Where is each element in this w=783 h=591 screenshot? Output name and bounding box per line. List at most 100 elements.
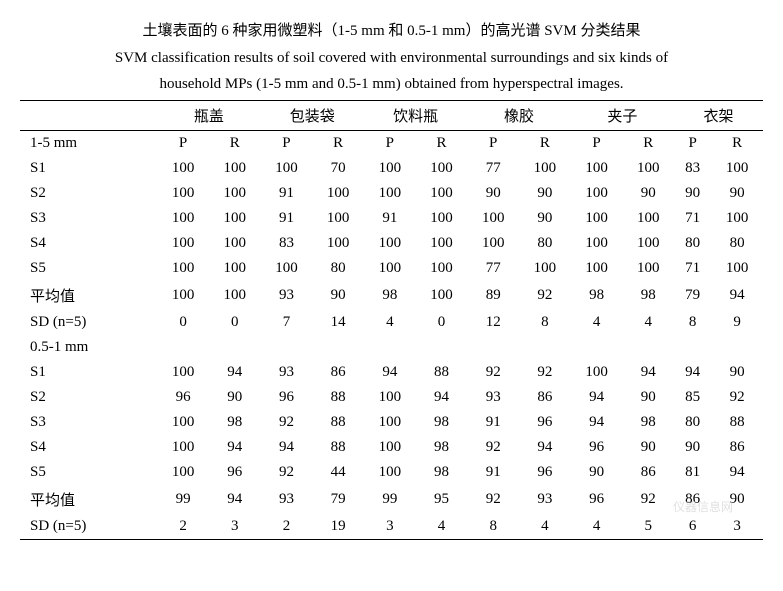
value-cell: 90 bbox=[622, 385, 674, 410]
value-cell: 90 bbox=[711, 485, 763, 514]
value-cell: 80 bbox=[711, 231, 763, 256]
value-cell: 96 bbox=[209, 460, 261, 485]
value-cell: 93 bbox=[519, 485, 571, 514]
value-cell: 100 bbox=[312, 181, 364, 206]
row-label: SD (n=5) bbox=[20, 310, 157, 335]
value-cell: 86 bbox=[674, 485, 711, 514]
value-cell: 100 bbox=[364, 460, 416, 485]
row-label: 平均值 bbox=[20, 281, 157, 310]
value-cell: 100 bbox=[416, 156, 468, 181]
value-cell: 92 bbox=[467, 435, 519, 460]
subheader-cell: P bbox=[157, 130, 209, 156]
value-cell: 100 bbox=[312, 231, 364, 256]
value-cell: 0 bbox=[209, 310, 261, 335]
value-cell: 100 bbox=[571, 360, 623, 385]
row-label: S3 bbox=[20, 206, 157, 231]
group-3: 橡胶 bbox=[467, 100, 570, 130]
value-cell: 100 bbox=[571, 206, 623, 231]
value-cell: 88 bbox=[416, 360, 468, 385]
value-cell: 0 bbox=[157, 310, 209, 335]
value-cell: 71 bbox=[674, 256, 711, 281]
table-row: SD (n=5)00714401284489 bbox=[20, 310, 763, 335]
value-cell: 7 bbox=[261, 310, 313, 335]
subheader-cell: R bbox=[209, 130, 261, 156]
subheader-cell: P bbox=[571, 130, 623, 156]
row-label: S4 bbox=[20, 435, 157, 460]
value-cell: 100 bbox=[364, 385, 416, 410]
value-cell: 100 bbox=[157, 206, 209, 231]
value-cell: 100 bbox=[571, 256, 623, 281]
value-cell: 83 bbox=[674, 156, 711, 181]
value-cell: 88 bbox=[711, 410, 763, 435]
row-label: S3 bbox=[20, 410, 157, 435]
value-cell: 100 bbox=[416, 206, 468, 231]
value-cell: 90 bbox=[674, 435, 711, 460]
row-label: S1 bbox=[20, 156, 157, 181]
value-cell: 92 bbox=[261, 410, 313, 435]
value-cell: 86 bbox=[711, 435, 763, 460]
value-cell: 90 bbox=[622, 181, 674, 206]
value-cell: 89 bbox=[467, 281, 519, 310]
caption-line1: 土壤表面的 6 种家用微塑料（1-5 mm 和 0.5-1 mm）的高光谱 SV… bbox=[20, 20, 763, 43]
subheader-cell: R bbox=[416, 130, 468, 156]
value-cell: 100 bbox=[209, 156, 261, 181]
value-cell: 81 bbox=[674, 460, 711, 485]
caption-line3: household MPs (1-5 mm and 0.5-1 mm) obta… bbox=[20, 73, 763, 96]
value-cell: 92 bbox=[711, 385, 763, 410]
value-cell: 2 bbox=[261, 514, 313, 540]
value-cell: 94 bbox=[519, 435, 571, 460]
value-cell: 100 bbox=[209, 256, 261, 281]
value-cell: 80 bbox=[674, 231, 711, 256]
value-cell: 94 bbox=[571, 385, 623, 410]
value-cell: 100 bbox=[467, 206, 519, 231]
table-row: SD (n=5)2321934844563 bbox=[20, 514, 763, 540]
value-cell: 77 bbox=[467, 256, 519, 281]
value-cell: 100 bbox=[519, 256, 571, 281]
value-cell: 92 bbox=[519, 281, 571, 310]
value-cell: 100 bbox=[261, 156, 313, 181]
value-cell: 98 bbox=[209, 410, 261, 435]
subheader-cell: P bbox=[261, 130, 313, 156]
subheader-row: 0.5-1 mm bbox=[20, 335, 763, 360]
value-cell: 94 bbox=[416, 385, 468, 410]
value-cell: 100 bbox=[571, 181, 623, 206]
value-cell: 71 bbox=[674, 206, 711, 231]
value-cell: 94 bbox=[209, 485, 261, 514]
value-cell: 92 bbox=[467, 360, 519, 385]
value-cell: 98 bbox=[416, 435, 468, 460]
value-cell: 100 bbox=[622, 206, 674, 231]
value-cell: 90 bbox=[209, 385, 261, 410]
value-cell: 100 bbox=[157, 156, 209, 181]
value-cell: 100 bbox=[416, 231, 468, 256]
value-cell: 100 bbox=[157, 256, 209, 281]
value-cell: 3 bbox=[209, 514, 261, 540]
row-label: S2 bbox=[20, 385, 157, 410]
value-cell: 90 bbox=[622, 435, 674, 460]
group-1: 包装袋 bbox=[261, 100, 364, 130]
value-cell: 80 bbox=[674, 410, 711, 435]
value-cell: 90 bbox=[674, 181, 711, 206]
value-cell: 90 bbox=[312, 281, 364, 310]
value-cell: 90 bbox=[467, 181, 519, 206]
value-cell: 93 bbox=[261, 360, 313, 385]
subheader-cell: P bbox=[364, 130, 416, 156]
value-cell: 92 bbox=[622, 485, 674, 514]
value-cell: 100 bbox=[209, 281, 261, 310]
value-cell: 70 bbox=[312, 156, 364, 181]
value-cell: 14 bbox=[312, 310, 364, 335]
table-row: S5100100100801001007710010010071100 bbox=[20, 256, 763, 281]
value-cell: 90 bbox=[711, 360, 763, 385]
row-label: S5 bbox=[20, 256, 157, 281]
value-cell: 94 bbox=[711, 281, 763, 310]
table-row: S510096924410098919690868194 bbox=[20, 460, 763, 485]
section-label: 0.5-1 mm bbox=[20, 335, 157, 360]
value-cell: 90 bbox=[519, 181, 571, 206]
value-cell: 98 bbox=[622, 281, 674, 310]
value-cell: 98 bbox=[416, 410, 468, 435]
value-cell: 100 bbox=[364, 181, 416, 206]
value-cell: 79 bbox=[312, 485, 364, 514]
value-cell: 100 bbox=[157, 181, 209, 206]
value-cell: 5 bbox=[622, 514, 674, 540]
table-row: S410094948810098929496909086 bbox=[20, 435, 763, 460]
row-label: S1 bbox=[20, 360, 157, 385]
